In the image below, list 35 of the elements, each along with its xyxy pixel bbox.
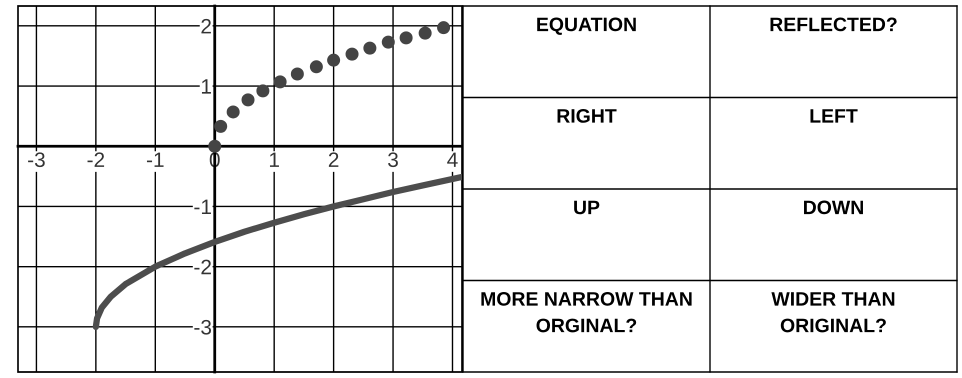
y-tick-label: -2 [194, 260, 211, 274]
point [346, 48, 359, 61]
y-tick-label: -3 [194, 320, 212, 335]
x-tick-label: -1 [146, 152, 164, 167]
text: UP [574, 200, 600, 214]
point [437, 21, 450, 34]
point [290, 68, 304, 81]
text: WIDER THAN ORIGINAL? [771, 292, 894, 332]
point [327, 54, 340, 67]
x-tick-label: 2 [328, 152, 338, 167]
text: RIGHT [558, 108, 617, 123]
point [310, 60, 323, 74]
point [214, 120, 228, 133]
point [418, 26, 432, 40]
x-tick-label: 1 [270, 152, 279, 167]
text: REFLECTED? [770, 17, 897, 32]
x-tick-label: -2 [88, 152, 104, 167]
text: LEFT [810, 109, 858, 123]
text: MORE NARROW THAN ORGINAL? [481, 292, 692, 332]
text: DOWN [804, 200, 863, 214]
x-tick-label: 4 [447, 152, 458, 167]
y-tick-label: 2 [201, 18, 211, 34]
point [400, 31, 413, 44]
point [382, 36, 395, 49]
point [274, 75, 287, 88]
y-tick-label: -1 [194, 200, 211, 214]
point [242, 93, 255, 106]
point [256, 84, 270, 98]
point [363, 42, 376, 55]
point [226, 105, 240, 118]
x-tick-label: 3 [388, 152, 398, 168]
text: EQUATION [537, 17, 636, 35]
point [208, 140, 222, 153]
y-tick-label: 1 [202, 79, 211, 94]
x-tick-label: -3 [28, 152, 45, 168]
